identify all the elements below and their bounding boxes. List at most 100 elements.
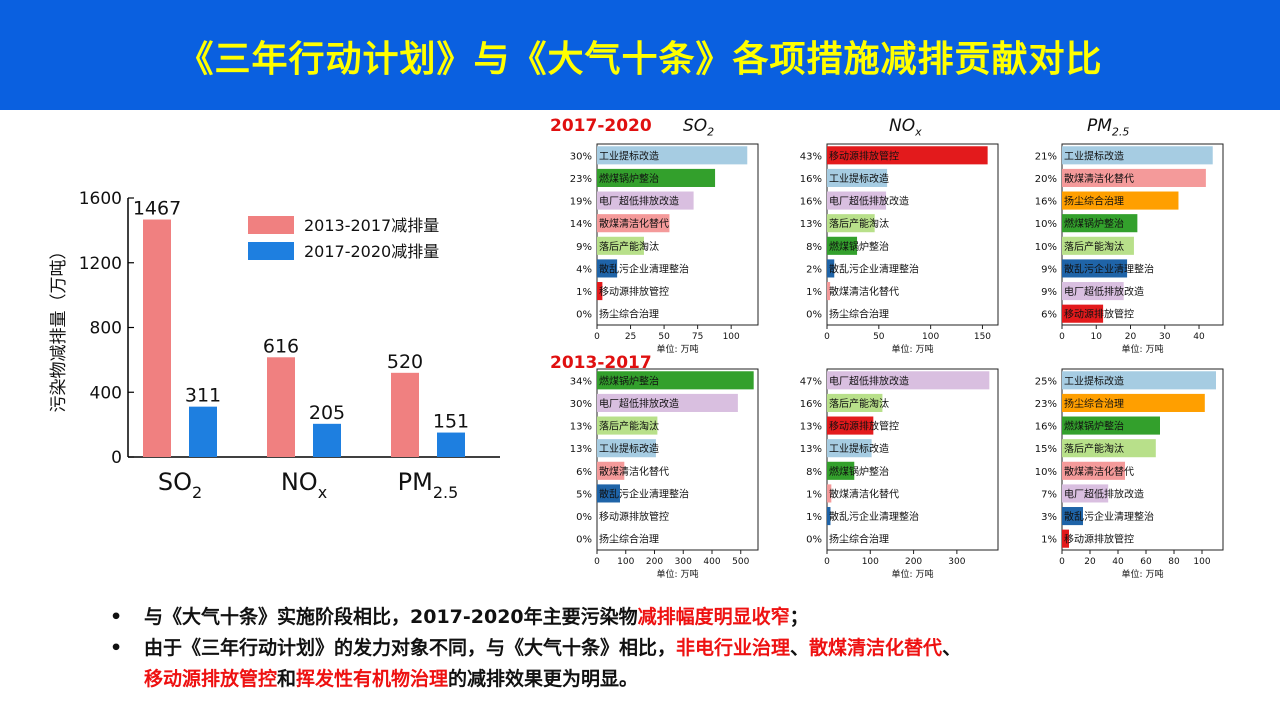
bar-percent-label: 8%: [806, 242, 822, 253]
panel-label-2017-2020: 2017-2020: [550, 116, 652, 136]
bar-category-label: 落后产能淘汰: [599, 420, 659, 433]
bar-category-label: 散煤清洁化替代: [599, 217, 669, 230]
x-tick-label: SO2: [158, 468, 202, 502]
bar: [827, 259, 835, 278]
bar-category-label: 移动源排放管控: [1064, 308, 1134, 321]
bullet-list: • 与《大气十条》实施阶段相比，2017-2020年主要污染物减排幅度明显收窄；…: [110, 602, 1250, 695]
bar-value-label: 205: [309, 402, 345, 424]
bar: [597, 371, 754, 390]
bar-percent-label: 15%: [1035, 444, 1057, 455]
x-tick-label: 20: [1084, 557, 1096, 567]
bar-percent-label: 19%: [570, 197, 592, 208]
bar-category-label: 散乱污企业清理整治: [829, 510, 919, 523]
panel-label-2013-2017: 2013-2017: [550, 353, 652, 373]
bar: [827, 393, 883, 412]
bullet-text: 由于《三年行动计划》的发力对象不同，与《大气十条》相比，: [144, 637, 677, 659]
bar-percent-label: 23%: [1035, 399, 1057, 410]
x-tick-label: 75: [692, 332, 703, 342]
bar-percent-label: 4%: [576, 264, 592, 275]
bar-percent-label: 25%: [1035, 376, 1057, 387]
bar: [267, 357, 295, 457]
hbar-chart-2017-2020-pm25: 21% 工业提标改造 20% 散煤清洁化替代 16% 扬尘综合治理 10% 燃煤锅炉整治 10%…: [1035, 143, 1224, 355]
x-axis-label: 单位: 万吨: [657, 343, 699, 355]
y-tick-label: 400: [90, 383, 122, 403]
bar: [1062, 393, 1205, 412]
x-tick-label: 0: [824, 332, 830, 342]
bar-category-label: 电厂超低排放改造: [829, 195, 909, 208]
bar-category-label: 散煤清洁化替代: [1064, 172, 1134, 185]
bar-value-label: 1467: [133, 198, 181, 220]
bar-category-label: 工业提标改造: [829, 172, 889, 185]
bar-percent-label: 13%: [800, 444, 822, 455]
bar: [597, 168, 716, 187]
bar-category-label: 移动源排放管控: [829, 420, 899, 433]
main-bar-chart: 0 400 800 1200 1600 污染物减排量（万吨） 1467 311 SO2 616 20…: [49, 189, 500, 502]
bar-percent-label: 13%: [800, 422, 822, 433]
bar: [597, 191, 694, 210]
bar: [597, 146, 748, 165]
plot-frame: [826, 143, 999, 326]
bar-category-label: 工业提标改造: [1064, 149, 1124, 162]
bar-value-label: 520: [387, 351, 423, 373]
bullet-highlight: 非电行业治理: [676, 637, 791, 659]
x-tick-label-sub: 2.5: [433, 483, 458, 502]
bar-percent-label: 2%: [806, 264, 822, 275]
x-tick-label: 80: [1168, 557, 1180, 567]
bar: [827, 461, 855, 480]
x-tick-label: 100: [1193, 557, 1210, 567]
bar-category-label: 移动源排放管控: [1064, 533, 1134, 546]
bullet-highlight: 移动源排放管控: [144, 668, 278, 690]
bar-category-label: 落后产能淘汰: [599, 240, 659, 253]
bar: [1062, 282, 1124, 301]
bar-category-label: 落后产能淘汰: [1064, 240, 1124, 253]
legend-swatch: [248, 216, 294, 234]
x-tick-label: 0: [1059, 557, 1065, 567]
x-tick-label-main: SO: [158, 468, 192, 496]
bar-percent-label: 23%: [570, 174, 592, 185]
bar: [827, 191, 887, 210]
legend-label: 2013-2017减排量: [304, 216, 439, 235]
hbar-chart-2017-2020-so2: 30% 工业提标改造 23% 燃煤锅炉整治 19% 电厂超低排放改造 14% 散煤清洁化替代 9…: [570, 143, 759, 355]
bar-category-label: 电厂超低排放改造: [1064, 487, 1144, 500]
bar-percent-label: 1%: [1041, 535, 1057, 546]
bar: [827, 236, 858, 255]
bar: [1062, 416, 1160, 435]
bar: [1062, 304, 1104, 323]
x-tick-label: 30: [1159, 332, 1171, 342]
bar-category-label: 散煤清洁化替代: [599, 465, 669, 478]
bar: [827, 371, 990, 390]
bar-percent-label: 1%: [576, 287, 592, 298]
bar: [597, 484, 620, 503]
bar-category-label: 散煤清洁化替代: [1064, 465, 1134, 478]
x-axis-label: 单位: 万吨: [657, 568, 699, 580]
bar-percent-label: 10%: [1035, 219, 1057, 230]
x-tick-label-sub: x: [318, 483, 327, 502]
bar-percent-label: 16%: [800, 197, 822, 208]
bullet-text: 、: [942, 637, 962, 659]
plot-frame: [596, 368, 759, 551]
bar: [597, 259, 618, 278]
x-tick-label: 300: [675, 557, 692, 567]
bar-percent-label: 20%: [1035, 174, 1057, 185]
bar-category-label: 燃煤锅炉整治: [599, 172, 659, 185]
bar-percent-label: 1%: [806, 489, 822, 500]
bar-category-label: 散煤清洁化替代: [829, 285, 899, 298]
x-tick-label-main: PM: [398, 468, 433, 496]
x-tick-label: NOx: [281, 468, 327, 502]
plot-frame: [596, 143, 759, 326]
x-tick-label: 200: [905, 557, 922, 567]
x-axis-label: 单位: 万吨: [1122, 343, 1164, 355]
bar-percent-label: 21%: [1035, 151, 1057, 162]
x-tick-label: 200: [646, 557, 663, 567]
column-label-so2: SO2: [683, 116, 715, 139]
bar: [827, 484, 832, 503]
bullet-item-2: • 由于《三年行动计划》的发力对象不同，与《大气十条》相比，非电行业治理、散煤清…: [110, 633, 1250, 695]
plot-frame: [1061, 143, 1224, 326]
x-tick-label: PM2.5: [398, 468, 459, 502]
bar-percent-label: 3%: [1041, 512, 1057, 523]
y-tick-label: 1600: [79, 189, 122, 209]
bar: [1062, 371, 1216, 390]
x-tick-label: 100: [617, 557, 634, 567]
x-tick-label: 50: [658, 332, 670, 342]
bar-percent-label: 16%: [800, 174, 822, 185]
